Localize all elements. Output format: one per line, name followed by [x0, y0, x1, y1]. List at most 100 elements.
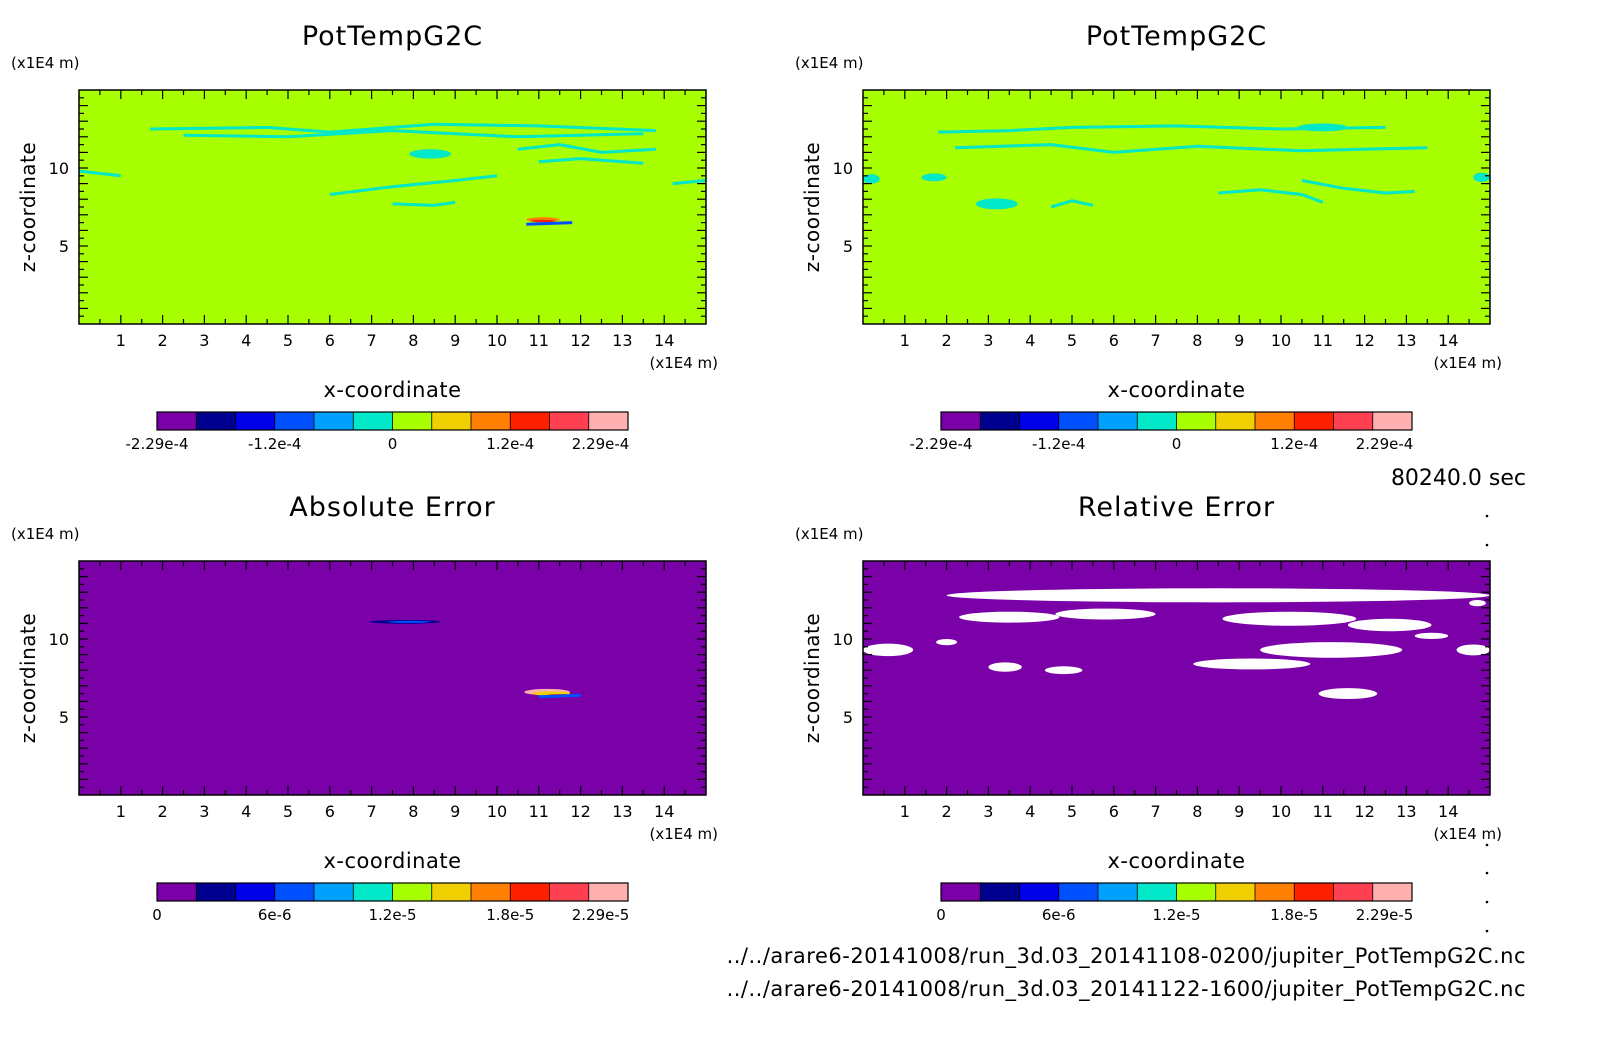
colorbar-swatch: [392, 883, 433, 901]
panel-title: PotTempG2C: [302, 21, 483, 52]
colorbar-swatch: [1019, 883, 1060, 901]
x-tick-label: 8: [1192, 331, 1202, 350]
contour-region: [1469, 600, 1486, 607]
x-tick-label: 11: [529, 802, 549, 821]
colorbar-swatch: [1372, 883, 1413, 901]
contour-line: [79, 169, 121, 178]
colorbar-swatch: [157, 412, 197, 430]
colorbar-swatch: [235, 412, 276, 430]
x-tick-label: 9: [450, 331, 460, 350]
x-tick-label: 5: [283, 331, 293, 350]
colorbar-swatch: [353, 883, 393, 901]
colorbar-swatch: [1058, 883, 1099, 901]
contour-region: [1414, 632, 1449, 639]
x-axis-label: x-coordinate: [323, 378, 461, 402]
x-tick-label: 6: [325, 802, 335, 821]
colorbar-label: 1.8e-5: [486, 906, 534, 924]
contour-region: [409, 149, 452, 159]
x-tick-label: 1: [900, 331, 910, 350]
edge-dot: [1485, 871, 1489, 875]
x-unit-label: (x1E4 m): [1433, 825, 1502, 843]
x-tick-label: 3: [983, 802, 993, 821]
colorbar-label: 1.2e-4: [1270, 435, 1318, 453]
colorbar-label: 1.2e-5: [368, 906, 416, 924]
colorbar-label: 1.2e-4: [486, 435, 534, 453]
colorbar-label: 6e-6: [258, 906, 292, 924]
x-tick-label: 8: [1192, 802, 1202, 821]
contour-region: [975, 198, 1018, 210]
x-tick-label: 2: [158, 802, 168, 821]
panel-title: Absolute Error: [289, 492, 495, 523]
contour-region: [530, 219, 556, 223]
x-tick-label: 10: [487, 331, 507, 350]
contour-region: [1044, 666, 1083, 675]
y-axis-label: z-coordinate: [800, 142, 824, 272]
colorbar-swatch: [1372, 412, 1413, 430]
x-tick-label: 2: [158, 331, 168, 350]
colorbar-swatch: [353, 412, 393, 430]
contour-region: [1260, 642, 1403, 658]
contour-region: [936, 639, 958, 646]
contour-line: [1050, 199, 1094, 209]
x-unit-label: (x1E4 m): [649, 354, 718, 372]
colorbar-swatch: [471, 883, 511, 901]
colorbar-swatch: [941, 883, 981, 901]
colorbar-swatch: [1098, 883, 1138, 901]
colorbar-swatch: [980, 883, 1020, 901]
colorbar-swatch: [471, 412, 511, 430]
contour-region: [959, 611, 1060, 623]
colorbar-swatch: [157, 883, 197, 901]
contour-region: [388, 620, 431, 623]
y-unit-label: (x1E4 m): [11, 525, 80, 543]
contour-line: [329, 174, 498, 196]
x-tick-label: 7: [367, 331, 377, 350]
y-tick-label: 5: [59, 237, 69, 256]
colorbar-swatch: [274, 883, 315, 901]
x-tick-label: 13: [612, 331, 632, 350]
x-tick-label: 1: [116, 331, 126, 350]
x-tick-label: 8: [408, 331, 418, 350]
contour-line: [938, 124, 1386, 134]
time-label: 80240.0 sec: [1390, 466, 1526, 491]
colorbar-label: 2.29e-4: [572, 435, 630, 453]
x-tick-label: 12: [1354, 331, 1374, 350]
colorbar-label: -1.2e-4: [1032, 435, 1085, 453]
contour-region: [1055, 608, 1156, 620]
x-tick-label: 13: [1396, 802, 1416, 821]
y-axis-label: z-coordinate: [16, 613, 40, 743]
x-tick-label: 11: [1313, 802, 1333, 821]
x-tick-label: 14: [654, 331, 674, 350]
x-tick-label: 14: [1438, 331, 1458, 350]
edge-dot: [1485, 900, 1489, 904]
x-unit-label: (x1E4 m): [649, 825, 718, 843]
contour-region: [921, 173, 947, 182]
contour-line: [1218, 188, 1324, 204]
x-tick-label: 3: [199, 331, 209, 350]
x-tick-label: 7: [1151, 331, 1161, 350]
contour-region: [1297, 123, 1348, 132]
colorbar-swatch: [549, 883, 590, 901]
panel-3: Absolute Error(x1E4 m)1 2 3 4 5 6 7 8 9 10 11 12 13 1…: [11, 492, 718, 924]
colorbar-label: 2.29e-4: [1356, 435, 1414, 453]
plot-features: [863, 123, 1490, 210]
y-axis-label: z-coordinate: [800, 613, 824, 743]
colorbar-swatch: [1176, 883, 1217, 901]
colorbar-swatch: [314, 412, 354, 430]
x-tick-label: 13: [1396, 331, 1416, 350]
colorbar-swatch: [1294, 412, 1334, 430]
colorbar-swatch: [1333, 412, 1374, 430]
panel-4: Relative Error(x1E4 m)1 2 3 4 5 6 7 8 9 10 11 12 13 1…: [795, 492, 1502, 924]
x-tick-label: 2: [942, 802, 952, 821]
x-tick-label: 7: [367, 802, 377, 821]
x-tick-label: 12: [570, 331, 590, 350]
colorbar-swatch: [1058, 412, 1099, 430]
contour-region: [946, 588, 1490, 603]
contour-region: [1456, 644, 1490, 656]
x-tick-label: 6: [325, 331, 335, 350]
colorbar-swatch: [941, 412, 981, 430]
contour-line: [150, 122, 656, 134]
colorbar-label: 2.29e-5: [1356, 906, 1414, 924]
x-tick-label: 10: [487, 802, 507, 821]
plot-features: [79, 122, 706, 226]
